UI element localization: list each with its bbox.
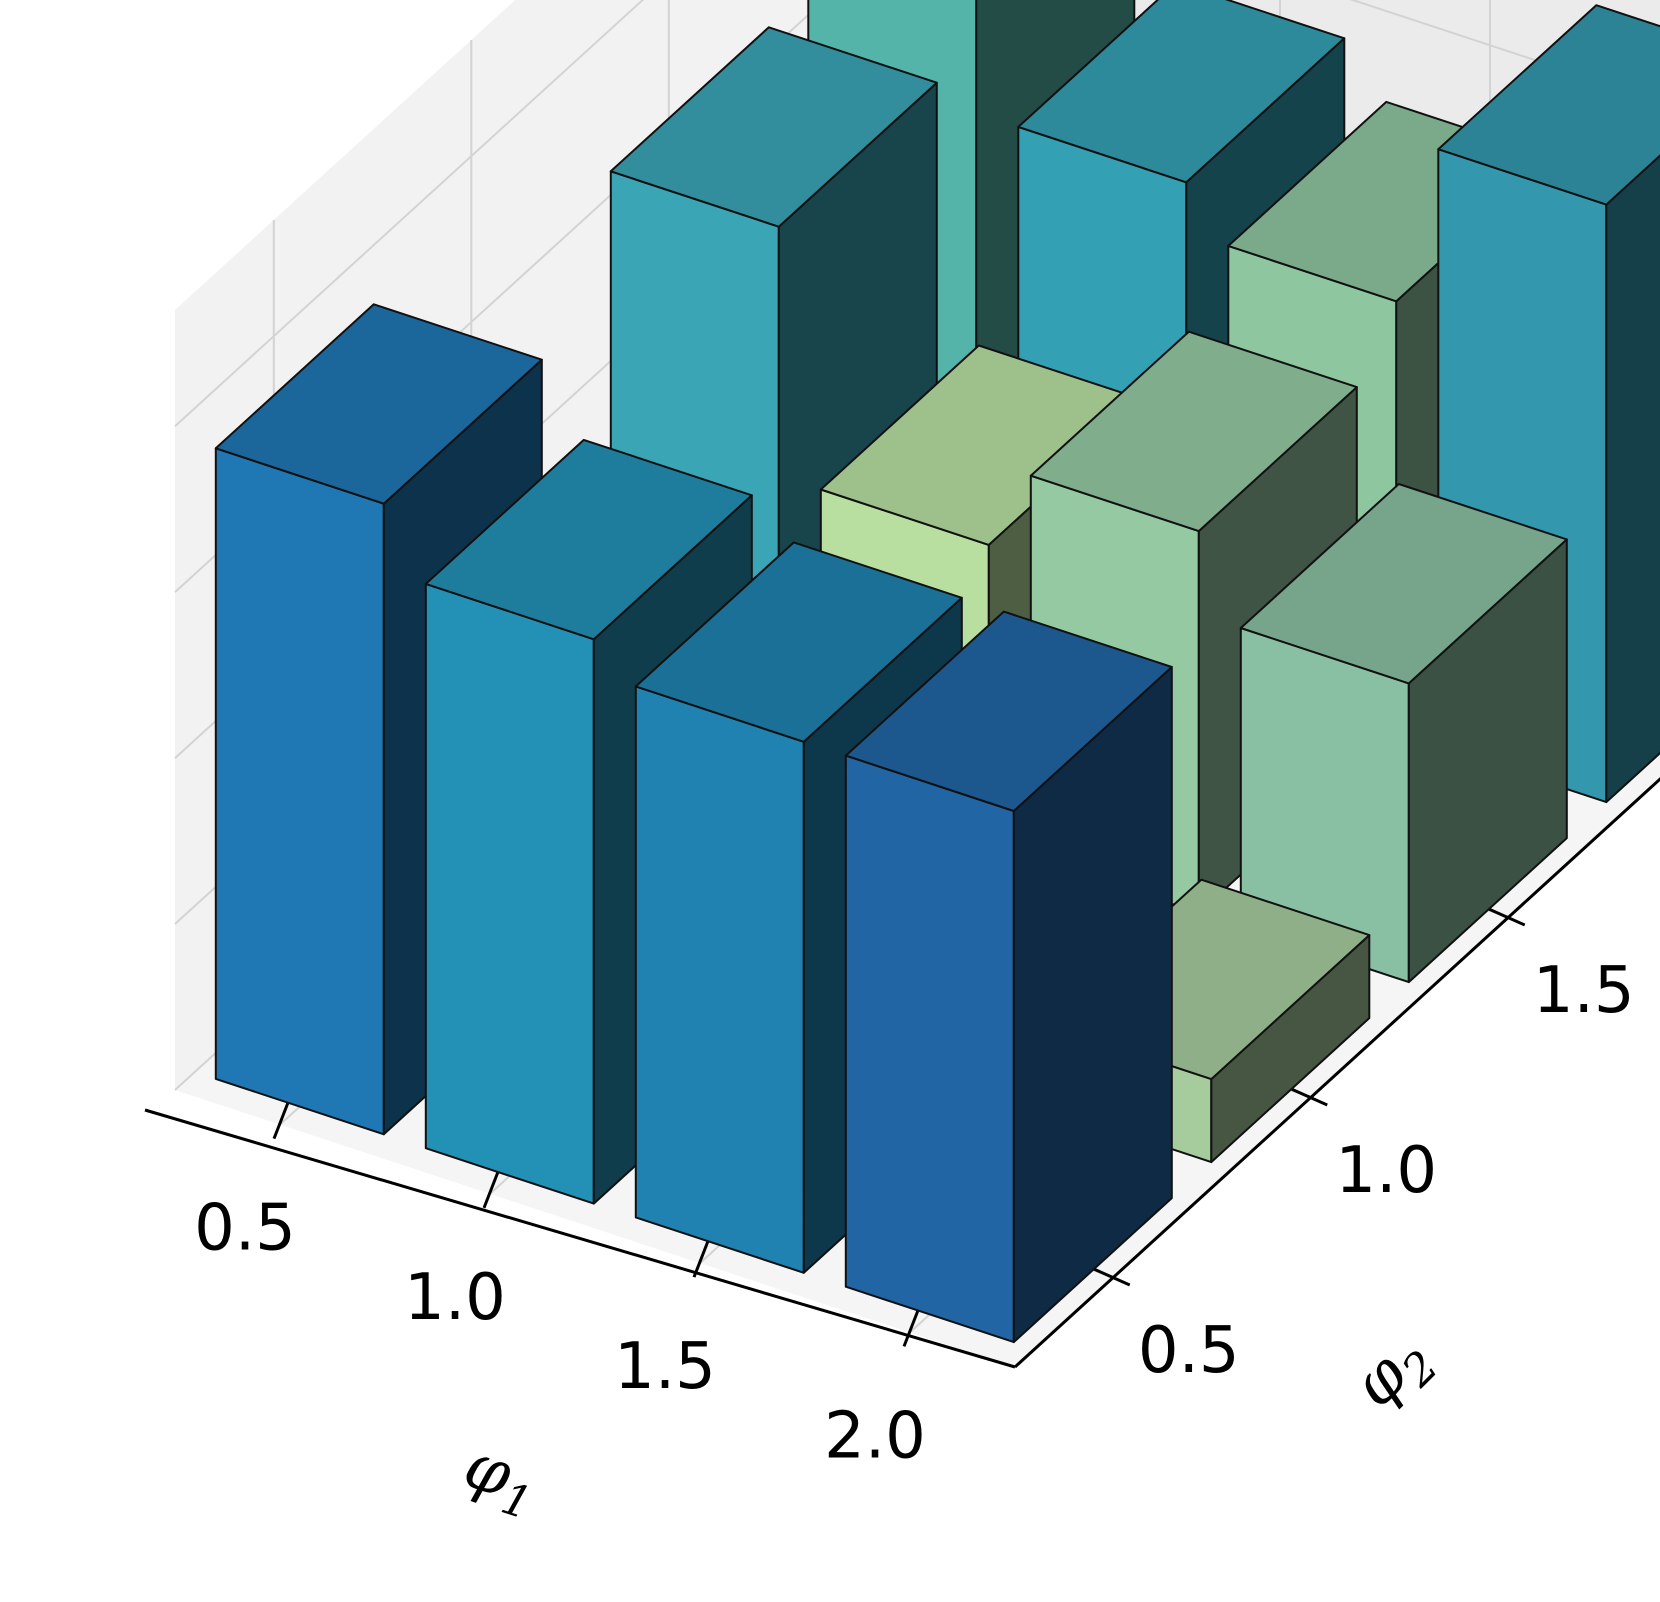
bar-front-face [844,754,1015,1344]
bar-top-face [424,438,753,641]
bar-front-face [424,582,595,1205]
bar-top-face [634,541,963,743]
x-tick-label: 2.0 [824,1399,926,1473]
grid-line-z [174,0,645,427]
y-tick [1488,907,1526,927]
bars-group [214,0,1660,1344]
y-tick-label: 1.5 [1533,954,1635,1028]
x-tick-label: 1.0 [404,1261,506,1335]
bar-side-face [1605,154,1660,804]
y-axis-label: φ2 [1338,1318,1448,1428]
tick-labels: 0.51.01.52.00.51.01.52.07677787980 [194,954,1635,1473]
y-tick [1093,1267,1131,1287]
axis-lines [144,777,1660,1369]
bar-top-face [844,610,1173,812]
bar-top-face [1029,330,1358,533]
bar-top-face [1239,483,1568,685]
bar [1239,483,1568,984]
x-tick [482,1171,500,1209]
y-axis-line [1013,777,1660,1369]
x-axis-label: φ1 [453,1429,548,1530]
x-tick [272,1102,290,1140]
bar-front-face [214,447,385,1136]
bar-top-face [1437,4,1660,206]
bar-front-face [634,685,805,1274]
x-tick-label: 0.5 [194,1192,296,1266]
x-tick [692,1240,710,1278]
bar-top-face [609,26,938,228]
bar-top-face [214,303,543,505]
x-tick-label: 1.5 [614,1330,716,1404]
bar [844,610,1173,1344]
y-tick-label: 1.0 [1335,1134,1437,1208]
y-tick-label: 0.5 [1138,1314,1240,1388]
bar-top-face [1017,0,1346,184]
y-tick [1290,1087,1328,1107]
x-axis-line [144,1108,1016,1369]
x-tick [902,1309,920,1347]
